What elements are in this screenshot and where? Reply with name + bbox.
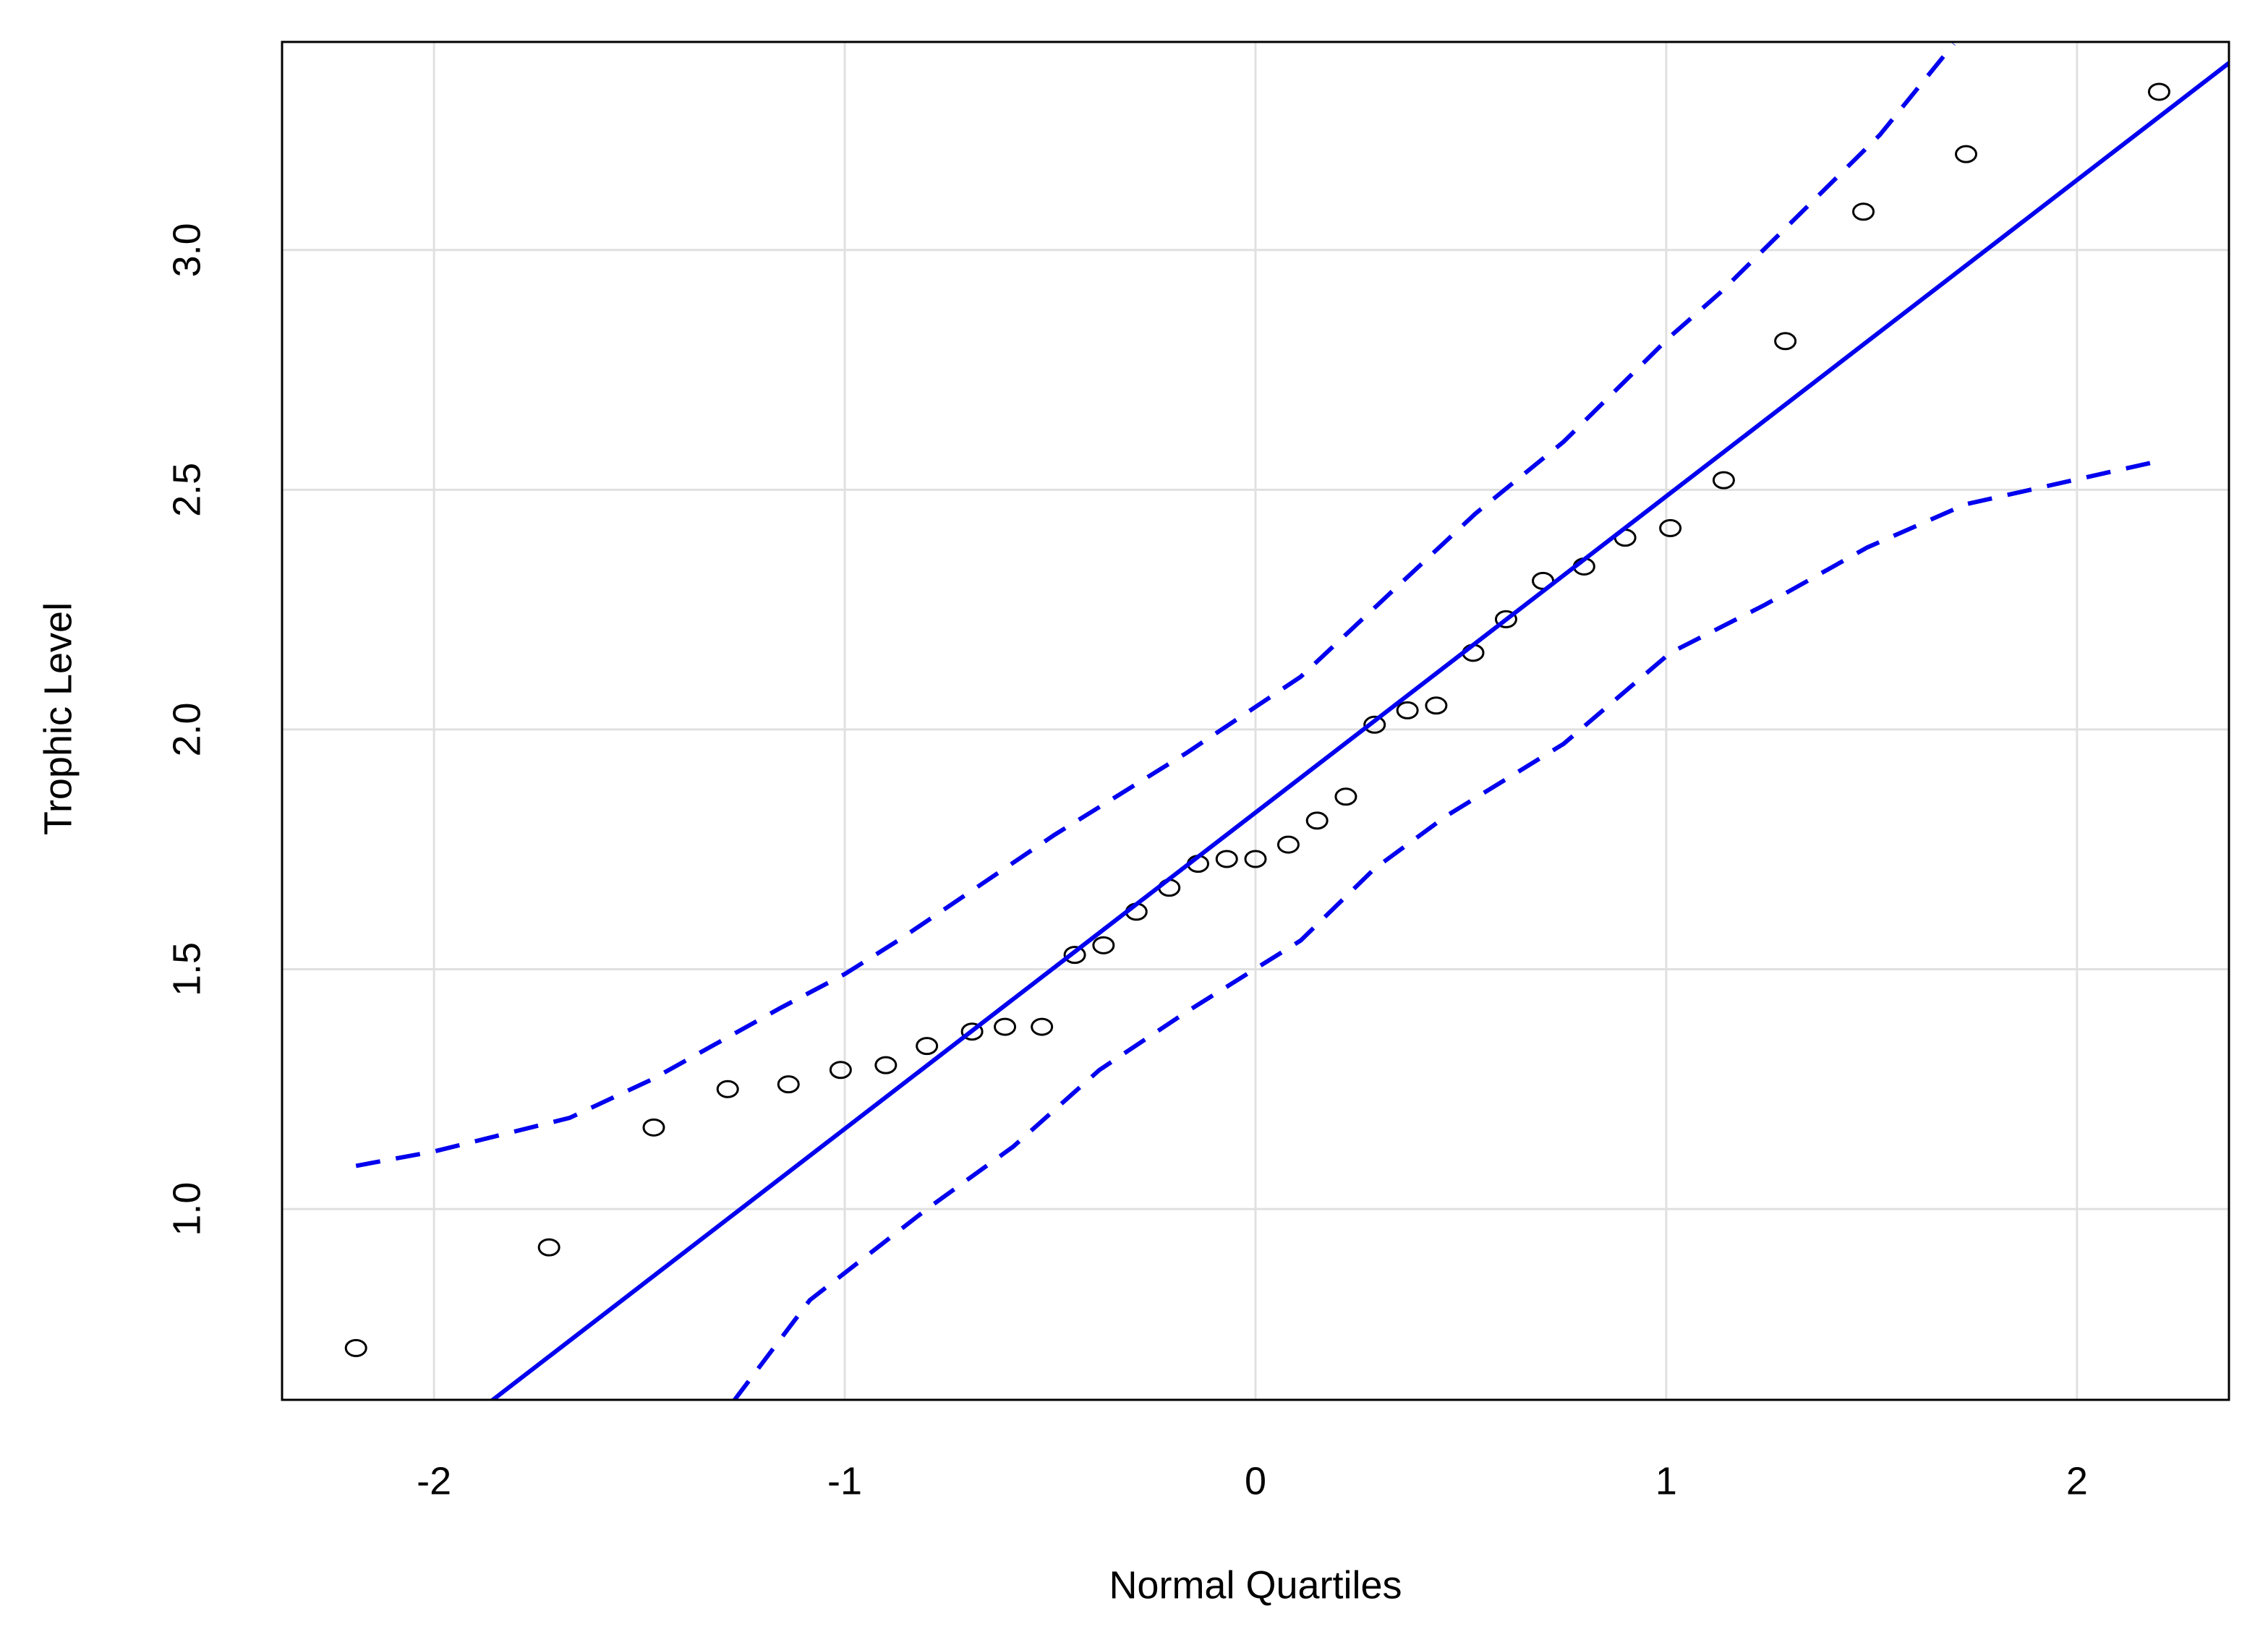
data-point xyxy=(1774,332,1797,351)
data-point xyxy=(1031,1017,1054,1036)
confidence-band xyxy=(732,458,2160,1400)
data-point xyxy=(1396,701,1419,719)
x-tick-label: 0 xyxy=(1245,1459,1266,1503)
x-tick-label: -1 xyxy=(827,1459,862,1503)
data-point xyxy=(916,1037,939,1056)
data-point xyxy=(777,1075,800,1094)
data-point xyxy=(1244,850,1267,868)
data-point xyxy=(1363,715,1386,734)
y-tick-label: 1.5 xyxy=(165,942,208,996)
data-point xyxy=(1852,202,1875,221)
data-point xyxy=(829,1061,852,1080)
data-point xyxy=(960,1022,984,1041)
data-point xyxy=(1659,518,1682,537)
confidence-band xyxy=(355,42,1956,1168)
data-point xyxy=(344,1338,367,1357)
reference-line xyxy=(490,61,2229,1400)
y-tick-label: 3.0 xyxy=(165,223,208,277)
y-axis-label: Trophic Level xyxy=(36,602,80,835)
data-point xyxy=(716,1080,739,1098)
data-point xyxy=(1494,610,1517,628)
data-point xyxy=(1063,946,1086,965)
x-axis-label: Normal Quartiles xyxy=(1109,1563,1402,1607)
x-tick-label: 1 xyxy=(1655,1459,1677,1503)
data-point xyxy=(874,1056,898,1074)
data-point xyxy=(1334,787,1357,806)
data-point xyxy=(1425,696,1448,715)
data-point xyxy=(994,1017,1017,1036)
grid xyxy=(282,42,2229,1400)
data-point xyxy=(1215,850,1238,868)
plot-area xyxy=(344,42,2229,1400)
data-point xyxy=(1712,471,1735,490)
y-tick-label: 2.0 xyxy=(165,702,208,756)
data-point xyxy=(1092,936,1115,954)
y-tick-label: 2.5 xyxy=(165,463,208,517)
data-point xyxy=(1305,811,1329,830)
data-point xyxy=(2147,82,2170,101)
x-tick-label: -2 xyxy=(417,1459,451,1503)
x-tick-label: 2 xyxy=(2066,1459,2088,1503)
data-point xyxy=(1955,145,1978,163)
data-point xyxy=(537,1238,560,1257)
y-tick-label: 1.0 xyxy=(165,1182,208,1236)
data-point xyxy=(1276,835,1300,854)
data-point xyxy=(642,1118,665,1137)
plot-frame xyxy=(281,40,2230,1401)
